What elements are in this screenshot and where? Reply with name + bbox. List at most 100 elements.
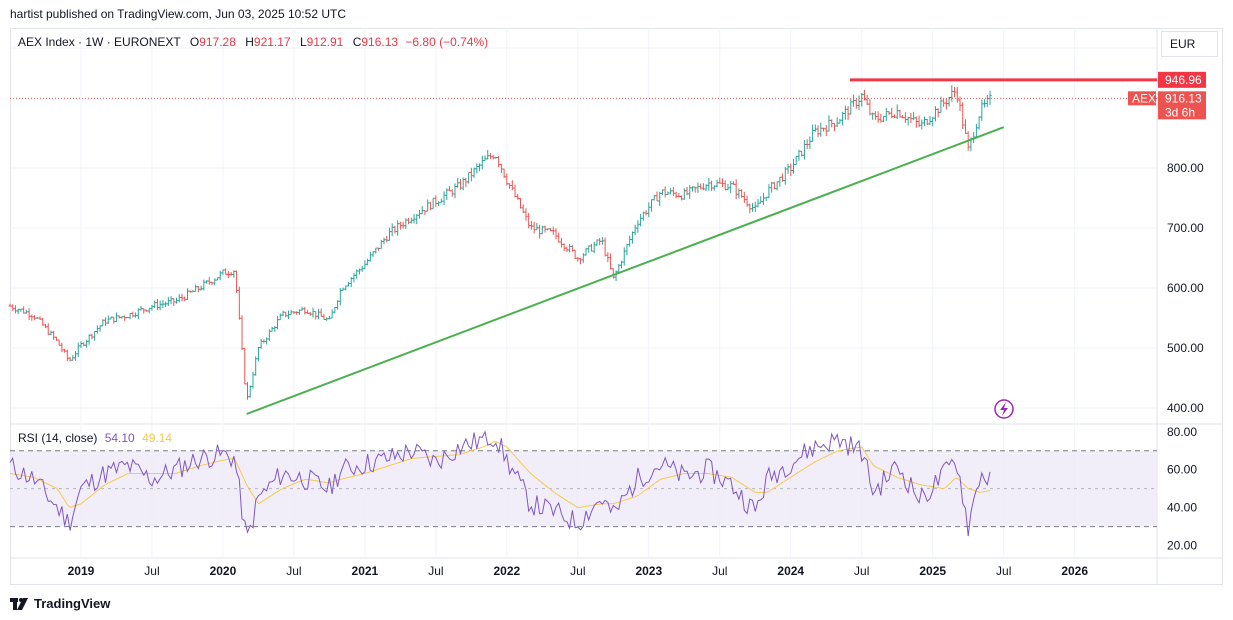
price-bar xyxy=(592,241,596,254)
price-bar xyxy=(357,268,361,275)
price-bar xyxy=(297,309,301,315)
price-bar xyxy=(183,296,187,302)
price-bar xyxy=(139,306,143,311)
price-bar xyxy=(240,315,244,351)
price-bar xyxy=(330,309,334,319)
price-bar xyxy=(27,308,31,321)
price-bar xyxy=(202,279,206,291)
price-bar xyxy=(781,173,785,182)
drawn-lines xyxy=(10,78,1157,419)
price-bar xyxy=(931,116,935,127)
price-bar xyxy=(123,315,127,321)
price-tick-label: 700.00 xyxy=(1167,221,1204,235)
price-bar xyxy=(71,355,75,361)
price-bar xyxy=(226,271,230,279)
price-bar xyxy=(794,155,798,166)
price-bar xyxy=(852,94,856,107)
price-bar xyxy=(352,273,356,283)
price-bar xyxy=(710,180,714,192)
price-bar xyxy=(704,184,708,191)
rsi-legend[interactable]: RSI (14, close) 54.10 49.14 xyxy=(18,431,172,445)
time-tick-label: Jul xyxy=(854,564,869,578)
price-bar xyxy=(11,304,15,311)
price-bar xyxy=(49,330,53,336)
price-bar xyxy=(251,371,255,389)
high-label: H xyxy=(245,35,254,49)
price-bar xyxy=(387,227,391,241)
rsi-title: RSI (14, close) xyxy=(18,431,98,445)
price-bar xyxy=(696,182,700,193)
price-bar xyxy=(639,213,643,227)
symbol-tag-text: AEX xyxy=(1132,91,1156,105)
price-bar xyxy=(248,385,252,398)
price-bar xyxy=(579,257,583,265)
price-bar xyxy=(218,270,222,281)
price-bar xyxy=(985,95,989,108)
lightning-icon-bolt xyxy=(1000,402,1008,416)
price-bar xyxy=(415,214,419,225)
price-bar xyxy=(360,265,364,272)
price-bar xyxy=(641,211,645,221)
price-bar xyxy=(903,112,907,123)
price-bar xyxy=(371,251,375,258)
price-bar xyxy=(680,195,684,201)
price-bar xyxy=(265,337,269,345)
price-bar xyxy=(284,311,288,318)
price-bar xyxy=(770,181,774,193)
support-trendline[interactable] xyxy=(246,126,1005,415)
time-tick-label: 2026 xyxy=(1061,564,1088,578)
price-bar xyxy=(112,316,116,324)
open-value: 917.28 xyxy=(199,35,236,49)
price-bar xyxy=(802,139,806,160)
price-bar xyxy=(832,123,836,132)
price-bar xyxy=(63,348,67,353)
price-bar xyxy=(726,183,730,191)
price-bar xyxy=(453,183,457,199)
price-bar xyxy=(524,208,528,221)
symbol-name: AEX Index · 1W · EURONEXT xyxy=(18,35,181,49)
price-bar xyxy=(256,346,260,362)
time-tick-label: 2023 xyxy=(635,564,662,578)
price-bar xyxy=(125,316,129,319)
price-bar xyxy=(920,119,924,130)
price-bar xyxy=(308,312,312,316)
price-bar xyxy=(385,235,389,243)
price-bar xyxy=(207,277,211,285)
price-bar xyxy=(644,210,648,216)
price-bar xyxy=(830,119,834,128)
price-bar xyxy=(188,290,192,293)
price-bar xyxy=(467,172,471,184)
open-label: O xyxy=(189,35,200,49)
price-bar xyxy=(808,136,812,150)
price-bar xyxy=(41,317,45,326)
rsi-value: 54.10 xyxy=(104,431,135,445)
price-bar xyxy=(8,303,12,307)
resistance-price-text: 946.96 xyxy=(1165,73,1202,87)
symbol-legend[interactable]: AEX Index · 1W · EURONEXT O917.28 H921.1… xyxy=(18,35,488,49)
price-bar xyxy=(742,191,746,203)
currency-button[interactable]: EUR xyxy=(1161,31,1218,57)
high-value: 921.17 xyxy=(253,35,291,49)
price-bar xyxy=(270,326,274,332)
rsi-line[interactable] xyxy=(9,430,991,537)
price-bar xyxy=(76,342,80,357)
price-bar xyxy=(136,308,140,320)
lightning-icon[interactable] xyxy=(994,399,1014,419)
price-bar xyxy=(884,107,888,121)
price-bar xyxy=(338,288,342,306)
price-bar xyxy=(658,191,662,207)
price-bar xyxy=(753,201,757,213)
price-bar xyxy=(824,125,828,137)
price-bar xyxy=(316,308,320,320)
price-bar xyxy=(428,201,432,211)
price-bar xyxy=(546,228,550,231)
tradingview-footer[interactable]: TradingView xyxy=(10,596,110,611)
price-bar xyxy=(789,163,793,177)
change-value: −6.80 (−0.74%) xyxy=(405,35,489,49)
price-bar xyxy=(573,249,577,260)
price-bar xyxy=(488,153,492,159)
price-bar xyxy=(890,107,894,119)
price-bar xyxy=(68,356,72,362)
price-bar xyxy=(35,316,39,319)
